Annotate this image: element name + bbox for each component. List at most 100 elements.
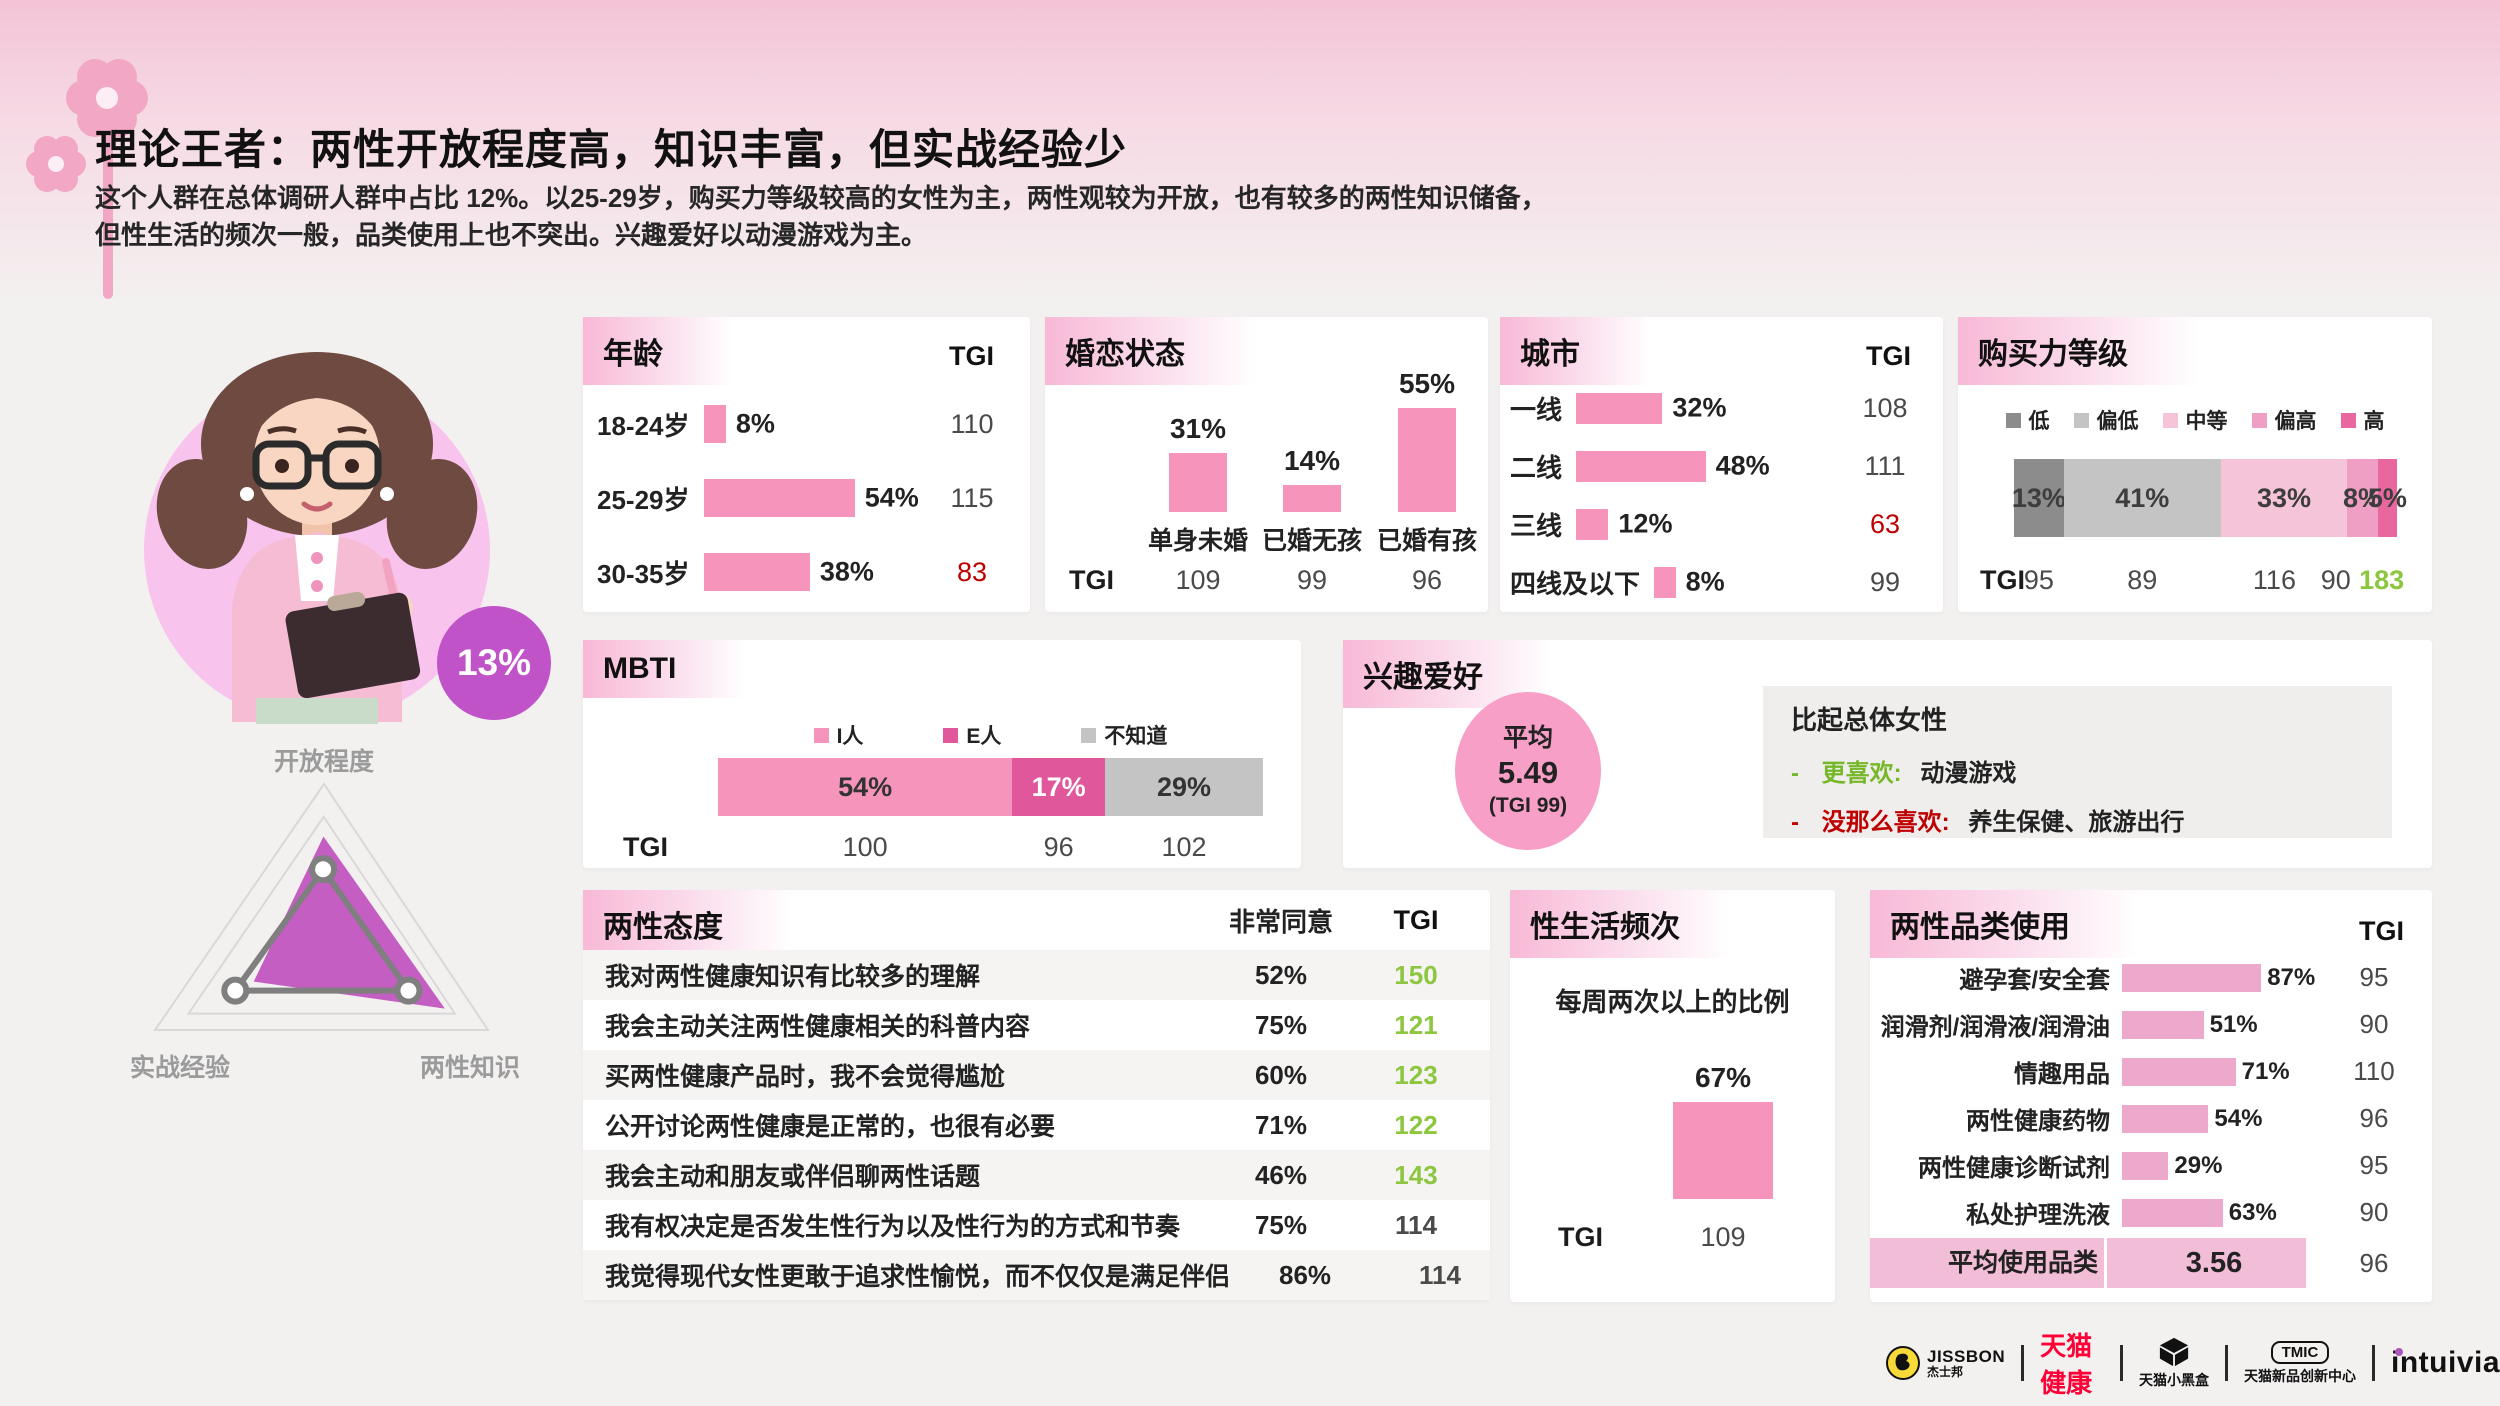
category-row: 两性健康诊断试剂 29%: [1870, 1142, 2336, 1189]
age-tgi-value: 83: [956, 557, 988, 587]
legend-label: E人: [966, 725, 1002, 748]
bar-segment: 5%: [2368, 459, 2407, 537]
attitude-tgi: 143: [1394, 1159, 1438, 1190]
legend-swatch: [1081, 727, 1097, 743]
subtitle-line-2: 但性生活的频次一般，品类使用上也不突出。兴趣爱好以动漫游戏为主。: [95, 219, 928, 250]
bar-segment: 29%: [1104, 758, 1263, 816]
mbti-tgi-row-label: TGI: [623, 832, 668, 862]
attitude-tgi: 114: [1395, 1209, 1437, 1240]
category-usage-card: 两性品类使用 TGI 避孕套/安全套 87% 润滑剂/润滑液/润滑油 51% 情…: [1870, 890, 2432, 1302]
bar-value-label: 14%: [1283, 445, 1341, 477]
category-row: 避孕套/安全套 87%: [1870, 954, 2336, 1001]
footer-logos: JISSBON 杰士邦 天猫健康 天猫小黑盒 TMIC 天猫新品创新中心 int…: [1885, 1330, 2500, 1398]
city-row: 三线 12%: [1510, 495, 1839, 553]
bar-segment: 41%: [2063, 459, 2221, 537]
city-tgi-value: 108: [1862, 393, 1908, 423]
category-row-label: 私处护理洗液: [1966, 1202, 2110, 1229]
bar: 8%: [703, 405, 775, 443]
attitude-agree: 75%: [1254, 1009, 1308, 1040]
power-tgi-value: 95: [2023, 565, 2054, 595]
power-tgi-value: 89: [2127, 565, 2158, 595]
attitude-text: 公开讨论两性健康是正常的，也很有必要: [605, 1113, 1056, 1141]
agree-column-header: 非常同意: [1228, 906, 1333, 937]
legend-item: 偏高: [2251, 405, 2317, 435]
power-tgi-value: 116: [2252, 565, 2296, 595]
jissbon-chinese: 杰士邦: [1927, 1364, 1964, 1379]
age-row-label: 18-24岁: [597, 410, 690, 441]
legend-item: 不知道: [1081, 720, 1167, 750]
bar-value-label: 55%: [1398, 367, 1456, 399]
attitude-text: 买两性健康产品时，我不会觉得尴尬: [605, 1063, 1006, 1091]
bar-segment: 8%: [2343, 459, 2382, 537]
bar: 31%: [1169, 413, 1227, 512]
bar: 51%: [2122, 1010, 2258, 1039]
bar: 48%: [1576, 450, 1770, 482]
bar-value-label: 71%: [2241, 1057, 2290, 1085]
radar-chart: 开放程度 实战经验 两性知识: [130, 747, 520, 1082]
attitude-tgi: 114: [1419, 1259, 1461, 1290]
category-average-tgi: 96: [2359, 1248, 2389, 1278]
divider: [2224, 1345, 2228, 1381]
persona-avatar: [144, 352, 490, 724]
legend-label: 高: [2363, 410, 2385, 433]
attitude-tgi: 122: [1394, 1109, 1438, 1140]
bar-value-label: 54%: [2214, 1104, 2263, 1132]
marital-category-label: 单身未婚: [1147, 527, 1249, 555]
mbti-tgi-value: 100: [842, 832, 888, 862]
city-row-label: 三线: [1510, 510, 1563, 541]
category-tgi-value: 95: [2359, 1150, 2389, 1180]
mbti-stacked-bar: 54% 17% 29%: [718, 758, 1263, 816]
purchasing-power-card: 购买力等级 低 偏低 中等 偏高 高 13% 41% 33% 8% 5% TGI…: [1958, 317, 2432, 612]
marital-tgi-value: 109: [1175, 565, 1221, 595]
attitude-row: 公开讨论两性健康是正常的，也很有必要 71% 122: [583, 1100, 1490, 1150]
marital-category-label: 已婚无孩: [1261, 527, 1363, 555]
marital-status-card: 婚恋状态 31% 14% 55% 单身未婚 已婚无孩 已婚有孩 TGI 109 …: [1045, 317, 1488, 612]
average-row-value: 3.56: [2185, 1247, 2243, 1279]
marital-tgi-value: 99: [1296, 565, 1328, 595]
legend-label: 偏低: [2096, 410, 2139, 433]
attitude-agree: 86%: [1278, 1259, 1332, 1290]
legend-label: 中等: [2185, 410, 2228, 433]
city-tgi-value: 111: [1864, 451, 1906, 481]
marital-category-label: 已婚有孩: [1376, 527, 1478, 555]
power-tgi-row-label: TGI: [1980, 565, 2025, 595]
category-row: 两性健康药物 54%: [1870, 1095, 2336, 1142]
legend-label: 不知道: [1104, 725, 1168, 748]
power-tgi-value: 183: [2359, 565, 2405, 595]
city-tgi-value: 99: [1869, 567, 1901, 597]
more-label: 更喜欢:: [1821, 760, 1902, 787]
tmic-logo: TMIC 天猫新品创新中心: [2244, 1340, 2356, 1386]
divider: [2119, 1345, 2123, 1381]
bar-value-label: 54%: [864, 482, 919, 513]
bar-value-label: 8%: [735, 408, 775, 439]
power-legend: 低 偏低 中等 偏高 高: [1958, 405, 2432, 435]
less-value: 养生保健、旅游出行: [1968, 809, 2185, 836]
age-row-label: 25-29岁: [597, 484, 690, 515]
legend-item: 高: [2340, 405, 2385, 435]
bar-value-label: 87%: [2267, 963, 2316, 991]
avg-value: 5.49: [1497, 755, 1559, 791]
legend-item: I人: [813, 720, 863, 750]
legend-swatch: [2005, 412, 2021, 428]
bar: 29%: [2122, 1151, 2222, 1180]
bar-segment: 13%: [2012, 459, 2066, 537]
radar-outline-series: [232, 866, 412, 994]
legend-label: 偏高: [2274, 410, 2317, 433]
attitude-text: 我会主动关注两性健康相关的科普内容: [605, 1013, 1031, 1041]
age-tgi-value: 110: [950, 409, 994, 439]
category-row: 情趣用品 71%: [1870, 1048, 2336, 1095]
bar: 55%: [1398, 368, 1456, 512]
attitude-row: 我对两性健康知识有比较多的理解 52% 150: [583, 950, 1490, 1000]
attitude-text: 我有权决定是否发生性行为以及性行为的方式和节奏: [605, 1213, 1181, 1241]
category-row-label: 情趣用品: [2014, 1061, 2110, 1088]
attitude-agree: 46%: [1254, 1159, 1308, 1190]
category-tgi-header: TGI: [2359, 916, 2404, 946]
attitudes-header-row: 非常同意 TGI: [583, 890, 1490, 950]
age-tgi-header: TGI: [949, 341, 994, 371]
average-row-divider: [2104, 1238, 2107, 1288]
tmall-health-logo: 天猫健康: [2040, 1331, 2093, 1398]
mbti-card-title: MBTI: [583, 640, 747, 698]
bar-value-label: 29%: [2174, 1151, 2223, 1179]
category-average-row: 平均使用品类 3.56: [1870, 1238, 2306, 1288]
